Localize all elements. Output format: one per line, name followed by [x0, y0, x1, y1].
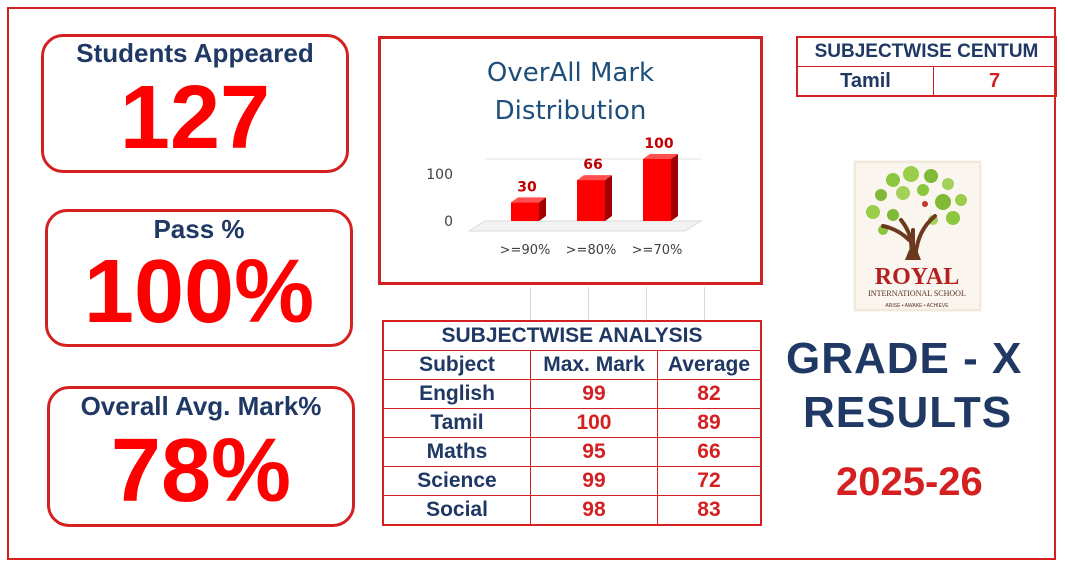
academic-year: 2025-26 — [836, 460, 983, 504]
pass-percent-value: 100% — [83, 242, 315, 342]
analysis-title: SUBJECTWISE ANALYSIS — [382, 320, 762, 351]
chart-title-line1: OverAll Mark — [486, 58, 655, 88]
column-header-subject: Subject — [382, 350, 531, 380]
chart-bar — [511, 197, 546, 221]
pass-percent-label: Pass % — [153, 214, 245, 244]
tree-logo-icon: ROYAL INTERNATIONAL SCHOOL ARISE • AWAKE… — [854, 161, 981, 311]
school-logo: ROYAL INTERNATIONAL SCHOOL ARISE • AWAKE… — [853, 160, 982, 312]
table-row: Science 99 72 — [382, 466, 762, 496]
deco-line — [704, 287, 705, 321]
chart-floor — [467, 220, 703, 232]
deco-line — [646, 287, 647, 321]
average-cell: 66 — [656, 437, 762, 467]
students-appeared-card: Students Appeared 127 — [41, 34, 349, 173]
logo-subtitle: INTERNATIONAL SCHOOL — [868, 289, 966, 298]
subject-cell: Maths — [382, 437, 531, 467]
max-mark-cell: 95 — [530, 437, 658, 467]
results-heading: RESULTS — [803, 388, 1013, 437]
subject-cell: Tamil — [382, 408, 531, 438]
page-frame — [7, 7, 1056, 560]
column-header-average: Average — [656, 350, 762, 380]
students-appeared-label: Students Appeared — [76, 38, 314, 68]
centum-count: 7 — [933, 66, 1057, 97]
max-mark-cell: 100 — [530, 408, 658, 438]
max-mark-cell: 98 — [530, 495, 658, 526]
average-cell: 82 — [656, 379, 762, 409]
pass-percent-card: Pass % 100% — [45, 209, 353, 347]
subjectwise-centum-table: SUBJECTWISE CENTUM Tamil 7 — [796, 36, 1057, 97]
bar-data-label: 66 — [583, 157, 602, 173]
subjectwise-analysis-table: SUBJECTWISE ANALYSIS Subject Max. Mark A… — [382, 320, 762, 526]
chart-plot: 100 0 30 >=90% 66 >=80% 100 >=70% — [426, 136, 703, 258]
table-row: Tamil 100 89 — [382, 408, 762, 438]
chart-bar — [643, 154, 678, 221]
chart-title-line2: Distribution — [494, 96, 647, 126]
subject-cell: Social — [382, 495, 531, 526]
bar-data-label: 30 — [517, 179, 537, 195]
subject-cell: English — [382, 379, 531, 409]
overall-avg-value: 78% — [110, 421, 292, 521]
mark-distribution-chart: OverAll Mark Distribution 100 0 30 >=90% 6… — [378, 36, 763, 285]
average-cell: 72 — [656, 466, 762, 496]
deco-line — [588, 287, 589, 321]
max-mark-cell: 99 — [530, 379, 658, 409]
chart-bar — [577, 175, 612, 221]
logo-name: ROYAL — [875, 264, 959, 290]
max-mark-cell: 99 — [530, 466, 658, 496]
grade-heading: GRADE - X — [786, 334, 1023, 383]
y-tick-label: 100 — [426, 167, 453, 183]
table-row: English 99 82 — [382, 379, 762, 409]
logo-tagline: ARISE • AWAKE • ACHIEVE — [885, 303, 949, 309]
average-cell: 83 — [656, 495, 762, 526]
overall-avg-label: Overall Avg. Mark% — [80, 391, 322, 421]
overall-avg-card: Overall Avg. Mark% 78% — [47, 386, 355, 527]
table-row: Maths 95 66 — [382, 437, 762, 467]
x-category-label: >=70% — [632, 243, 683, 258]
deco-line — [530, 287, 531, 321]
x-category-label: >=90% — [500, 243, 551, 258]
subject-cell: Science — [382, 466, 531, 496]
bar-data-label: 100 — [644, 136, 673, 152]
average-cell: 89 — [656, 408, 762, 438]
students-appeared-value: 127 — [119, 68, 271, 168]
column-header-max-mark: Max. Mark — [530, 350, 658, 380]
x-category-label: >=80% — [566, 243, 617, 258]
centum-subject: Tamil — [796, 66, 934, 97]
table-row: Social 98 83 — [382, 495, 762, 526]
centum-header: SUBJECTWISE CENTUM — [796, 36, 1057, 67]
y-tick-label: 0 — [444, 214, 453, 230]
